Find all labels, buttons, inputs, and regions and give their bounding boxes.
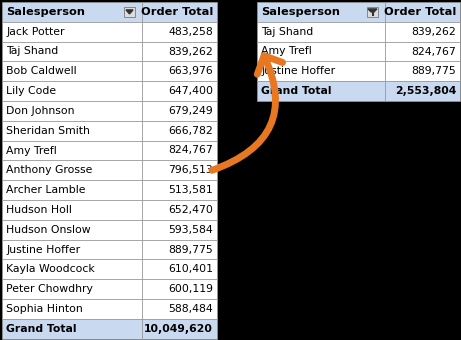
Text: Peter Chowdhry: Peter Chowdhry	[6, 284, 93, 294]
Bar	[142, 259, 217, 279]
Bar	[142, 41, 217, 62]
Bar	[2, 141, 142, 160]
Text: 593,584: 593,584	[168, 225, 213, 235]
Text: Grand Total: Grand Total	[261, 86, 331, 96]
Text: Salesperson: Salesperson	[6, 7, 85, 17]
Bar	[2, 62, 142, 81]
Text: Hudson Onslow: Hudson Onslow	[6, 225, 91, 235]
Text: 796,513: 796,513	[168, 165, 213, 175]
Text: Archer Lamble: Archer Lamble	[6, 185, 85, 195]
Bar	[2, 259, 142, 279]
Text: 889,775: 889,775	[411, 66, 456, 76]
Bar	[142, 220, 217, 240]
Text: Lily Code: Lily Code	[6, 86, 56, 96]
Text: Amy Trefl: Amy Trefl	[261, 47, 312, 56]
Text: 610,401: 610,401	[168, 264, 213, 274]
Bar	[124, 7, 135, 17]
Bar	[2, 101, 142, 121]
Bar	[142, 299, 217, 319]
Text: Order Total: Order Total	[384, 7, 456, 17]
Polygon shape	[368, 9, 377, 12]
Text: Justine Hoffer: Justine Hoffer	[6, 244, 80, 255]
Bar	[2, 81, 142, 101]
Text: 2,553,804: 2,553,804	[395, 86, 456, 96]
Bar	[142, 141, 217, 160]
Bar	[2, 160, 142, 180]
Text: 10,049,620: 10,049,620	[144, 324, 213, 334]
Bar	[142, 279, 217, 299]
Bar	[385, 2, 460, 22]
Bar	[385, 81, 460, 101]
Text: 483,258: 483,258	[168, 27, 213, 37]
Text: 839,262: 839,262	[168, 47, 213, 56]
Bar	[142, 319, 217, 339]
Bar	[2, 240, 142, 259]
FancyArrowPatch shape	[212, 56, 283, 170]
Text: Don Johnson: Don Johnson	[6, 106, 75, 116]
Text: Anthony Grosse: Anthony Grosse	[6, 165, 92, 175]
Bar	[2, 299, 142, 319]
Text: Grand Total: Grand Total	[6, 324, 77, 334]
Bar	[2, 2, 142, 22]
Bar	[2, 41, 142, 62]
Text: Sophia Hinton: Sophia Hinton	[6, 304, 83, 314]
Text: 666,782: 666,782	[168, 126, 213, 136]
Text: Taj Shand: Taj Shand	[261, 27, 313, 37]
Bar	[142, 240, 217, 259]
Text: Justine Hoffer: Justine Hoffer	[261, 66, 335, 76]
Bar	[2, 220, 142, 240]
Text: 839,262: 839,262	[411, 27, 456, 37]
Text: 600,119: 600,119	[168, 284, 213, 294]
Bar	[2, 200, 142, 220]
Bar	[142, 121, 217, 141]
Bar	[2, 319, 142, 339]
Bar	[257, 22, 385, 41]
Polygon shape	[126, 10, 133, 14]
Text: Order Total: Order Total	[141, 7, 213, 17]
Text: 679,249: 679,249	[168, 106, 213, 116]
Text: 647,400: 647,400	[168, 86, 213, 96]
Text: Kayla Woodcock: Kayla Woodcock	[6, 264, 95, 274]
Bar	[142, 22, 217, 41]
Bar	[2, 22, 142, 41]
Bar	[142, 81, 217, 101]
Text: Salesperson: Salesperson	[261, 7, 340, 17]
Text: 652,470: 652,470	[168, 205, 213, 215]
Bar	[257, 41, 385, 62]
Text: Bob Caldwell: Bob Caldwell	[6, 66, 77, 76]
Bar	[385, 62, 460, 81]
Bar	[2, 121, 142, 141]
Bar	[142, 200, 217, 220]
Text: 824,767: 824,767	[168, 146, 213, 155]
Bar	[2, 180, 142, 200]
Bar	[142, 62, 217, 81]
Bar	[385, 22, 460, 41]
Text: 663,976: 663,976	[168, 66, 213, 76]
Bar	[257, 81, 385, 101]
Text: 889,775: 889,775	[168, 244, 213, 255]
Text: Jack Potter: Jack Potter	[6, 27, 65, 37]
Text: Taj Shand: Taj Shand	[6, 47, 58, 56]
Text: 588,484: 588,484	[168, 304, 213, 314]
Bar	[142, 180, 217, 200]
Bar	[142, 160, 217, 180]
Bar	[2, 279, 142, 299]
Text: Sheridan Smith: Sheridan Smith	[6, 126, 90, 136]
Text: Amy Trefl: Amy Trefl	[6, 146, 57, 155]
Bar	[257, 62, 385, 81]
Text: 824,767: 824,767	[411, 47, 456, 56]
Text: Hudson Holl: Hudson Holl	[6, 205, 72, 215]
Text: 513,581: 513,581	[168, 185, 213, 195]
Bar	[142, 2, 217, 22]
Bar	[257, 2, 385, 22]
Bar	[367, 7, 378, 17]
Bar	[142, 101, 217, 121]
Bar	[385, 41, 460, 62]
